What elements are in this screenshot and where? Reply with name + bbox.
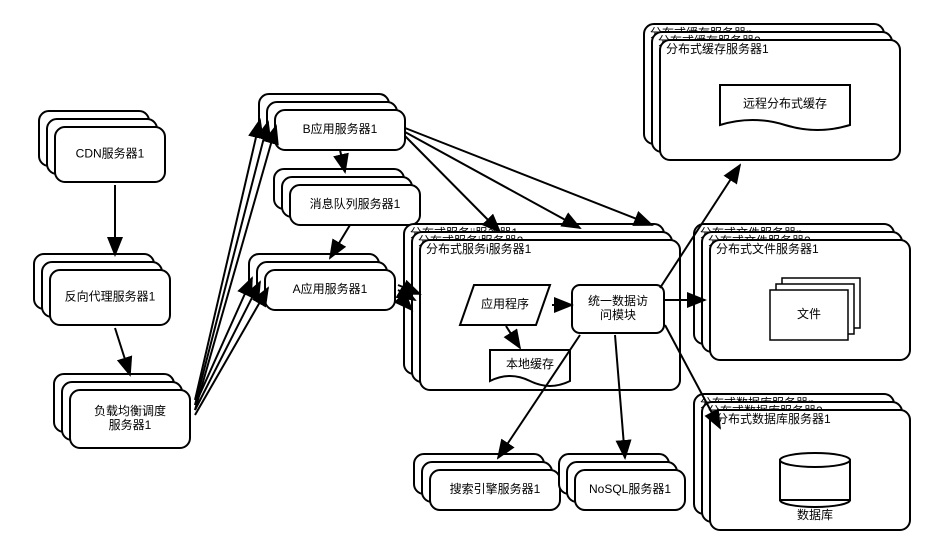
svg-text:负载均衡调度: 负载均衡调度 <box>94 403 166 418</box>
edge-appB-distsvc-2 <box>405 132 580 228</box>
node-nosql: NoSQL服务器1 <box>559 454 685 510</box>
svg-text:NoSQL服务器1: NoSQL服务器1 <box>589 481 671 496</box>
node-distfs: 分布式文件服务器n分布式文件服务器2分布式文件服务器1文件 <box>694 224 910 360</box>
svg-text:反向代理服务器1: 反向代理服务器1 <box>65 289 156 304</box>
svg-text:本地缓存: 本地缓存 <box>506 357 554 371</box>
svg-text:统一数据访: 统一数据访 <box>588 293 648 308</box>
node-loadbal: 负载均衡调度服务器1 <box>54 374 190 448</box>
architecture-diagram: CDN服务器1 反向代理服务器1 负载均衡调度服务器1 B应用服务器1 消息队列服务器1… <box>0 0 949 554</box>
svg-text:B应用服务器1: B应用服务器1 <box>303 121 378 136</box>
svg-text:应用程序: 应用程序 <box>481 296 529 311</box>
edge-loadbal-appA-2 <box>195 282 260 410</box>
svg-text:搜索引擎服务器1: 搜索引擎服务器1 <box>450 481 541 496</box>
node-search: 搜索引擎服务器1 <box>414 454 560 510</box>
svg-text:分布式数据库服务器1: 分布式数据库服务器1 <box>716 411 831 426</box>
svg-text:A应用服务器1: A应用服务器1 <box>293 281 368 296</box>
svg-text:远程分布式缓存: 远程分布式缓存 <box>743 96 827 111</box>
node-appB: B应用服务器1 <box>259 94 405 150</box>
node-mq: 消息队列服务器1 <box>274 169 420 225</box>
node-distcache: 分布式缓存服务器n分布式缓存服务器2分布式缓存服务器1远程分布式缓存 <box>644 24 900 160</box>
edge-appB-distsvc-1 <box>405 128 652 225</box>
node-distsvc: 分布式服务ii服务器1分布式服务i服务器2分布式服务i服务器1应用程序统一数据访… <box>404 224 680 390</box>
svg-text:服务器1: 服务器1 <box>109 417 152 432</box>
node-distdb: 分布式数据库服务器n分布式数据库服务器2分布式数据库服务器1数据库 <box>694 394 910 530</box>
svg-text:消息队列服务器1: 消息队列服务器1 <box>310 196 401 211</box>
svg-text:分布式文件服务器1: 分布式文件服务器1 <box>716 241 819 256</box>
edge-revproxy-loadbal <box>115 328 130 375</box>
svg-text:分布式服务i服务器1: 分布式服务i服务器1 <box>426 241 532 256</box>
svg-text:分布式缓存服务器1: 分布式缓存服务器1 <box>666 41 769 56</box>
inner-distsvc-dao: 统一数据访问模块 <box>572 285 664 333</box>
inner-distsvc-app: 应用程序 <box>460 285 550 325</box>
nodes-layer: CDN服务器1 反向代理服务器1 负载均衡调度服务器1 B应用服务器1 消息队列服务器1… <box>34 24 910 530</box>
svg-text:问模块: 问模块 <box>600 308 636 322</box>
svg-text:CDN服务器1: CDN服务器1 <box>76 146 145 161</box>
node-revproxy: 反向代理服务器1 <box>34 254 170 325</box>
svg-text:数据库: 数据库 <box>797 507 833 522</box>
svg-text:文件: 文件 <box>797 306 821 321</box>
node-appA: A应用服务器1 <box>249 254 395 310</box>
node-cdn: CDN服务器1 <box>39 111 165 182</box>
inner-distfs-files: 文件 <box>770 278 860 340</box>
